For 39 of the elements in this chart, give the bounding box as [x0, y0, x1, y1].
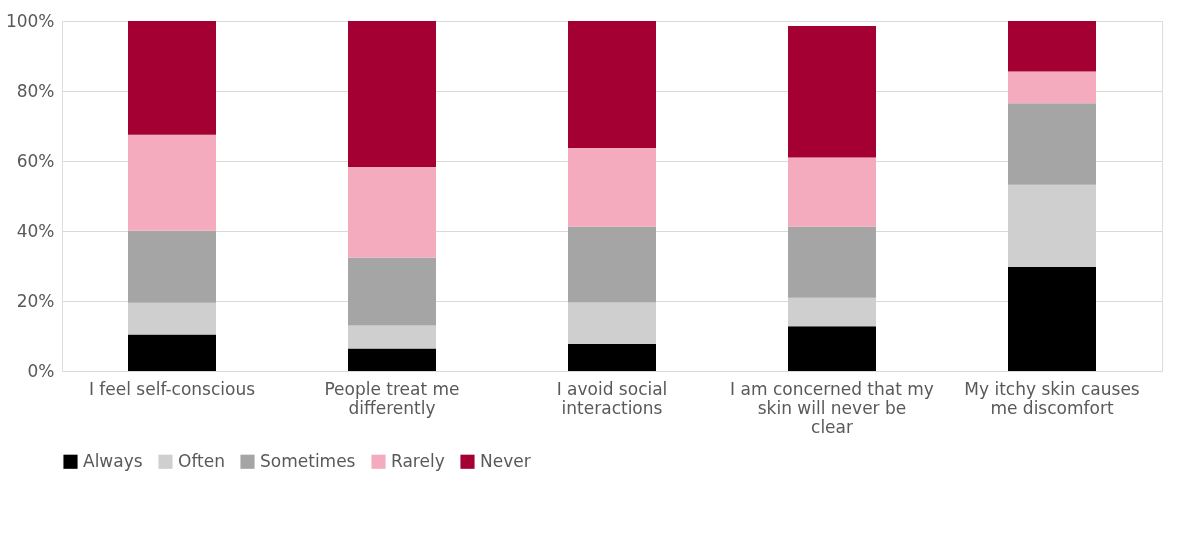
- bar: [568, 148, 656, 227]
- bar: [348, 166, 436, 258]
- bar: [128, 334, 216, 371]
- x-tick-label: I avoid social interactions: [556, 378, 668, 418]
- legend-label: Never: [480, 450, 531, 471]
- bar: [348, 348, 436, 371]
- y-tick-label: 60%: [16, 150, 55, 171]
- bar: [568, 302, 656, 345]
- bar: [1008, 267, 1096, 371]
- bar: [128, 230, 216, 303]
- legend-label: Rarely: [391, 450, 445, 471]
- x-tick-label: People treat me differently: [324, 378, 460, 418]
- bar: [128, 21, 216, 135]
- bar: [128, 134, 216, 231]
- bar: [348, 21, 436, 167]
- bar: [568, 21, 656, 149]
- x-tick-label: I am concerned that my skin will never be clear: [730, 378, 934, 437]
- legend-label: Sometimes: [260, 450, 356, 471]
- y-tick-label: 100%: [5, 10, 55, 31]
- bar: [1008, 103, 1096, 185]
- y-tick-label: 0%: [27, 360, 55, 381]
- bar: [348, 325, 436, 349]
- legend-label: Often: [178, 450, 225, 471]
- bar: [128, 302, 216, 335]
- bar: [1008, 21, 1096, 72]
- bar: [568, 344, 656, 371]
- bar: [788, 157, 876, 227]
- y-tick-label: 20%: [16, 290, 55, 311]
- bar: [788, 226, 876, 298]
- bar: [788, 25, 876, 158]
- bar: [348, 257, 436, 326]
- bar: [568, 226, 656, 303]
- y-tick-label: 40%: [16, 220, 55, 241]
- y-tick-label: 80%: [16, 80, 55, 101]
- bar: [788, 326, 876, 371]
- legend-label: Always: [83, 450, 143, 471]
- x-tick-label: I feel self-conscious: [88, 378, 256, 399]
- bar: [1008, 71, 1096, 104]
- x-tick-label: My itchy skin causes me discomfort: [964, 378, 1140, 418]
